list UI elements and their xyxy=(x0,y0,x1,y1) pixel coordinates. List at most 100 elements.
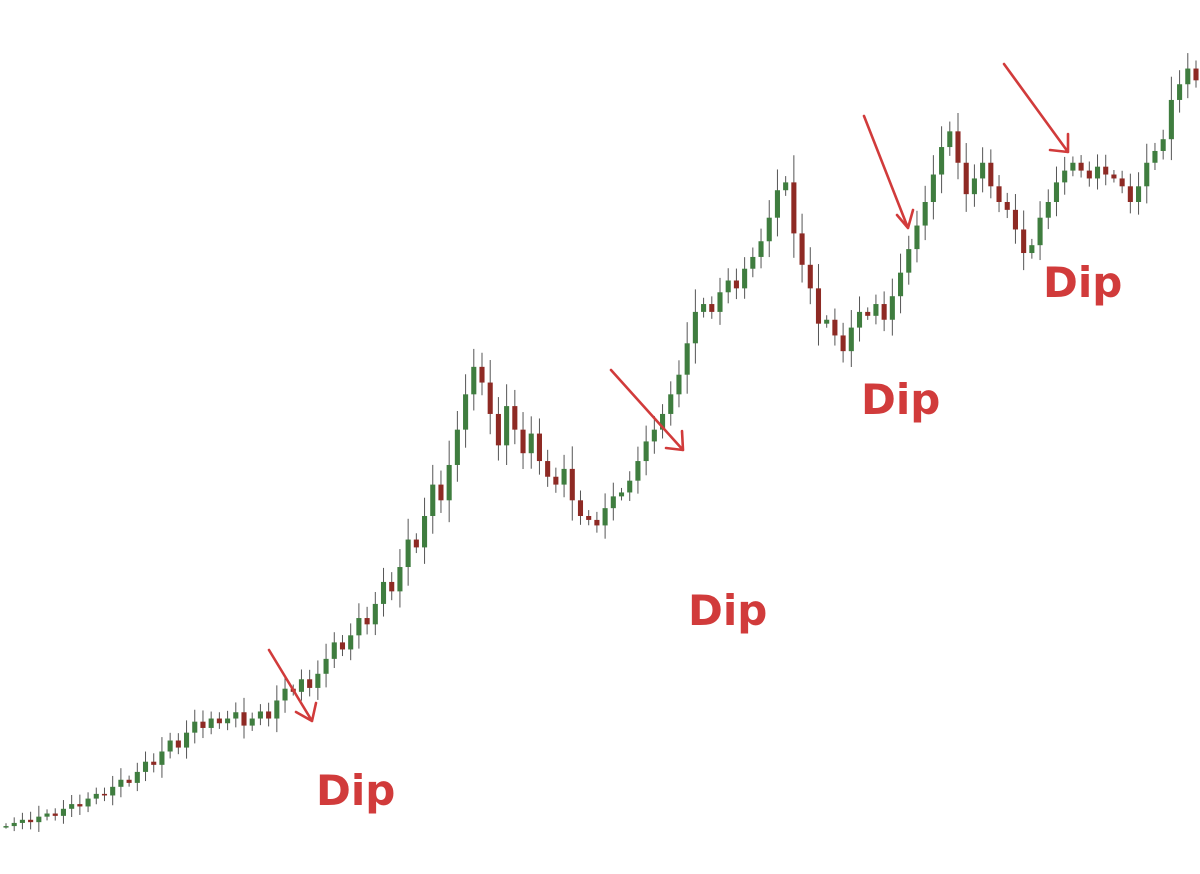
candle xyxy=(134,762,140,792)
candle-body-up xyxy=(44,813,50,817)
candle xyxy=(865,307,871,320)
candle-body-down xyxy=(479,366,485,383)
candle xyxy=(422,497,428,564)
candle-body-up xyxy=(561,468,567,485)
candle xyxy=(520,412,526,470)
candle xyxy=(577,490,584,525)
candle xyxy=(413,533,419,554)
candle-body-up xyxy=(939,147,945,175)
candle xyxy=(454,411,460,482)
candle-body-up xyxy=(914,225,920,250)
candle-body-down xyxy=(1012,209,1018,230)
dip-label-3: Dip xyxy=(861,375,940,424)
candle-body-down xyxy=(840,335,846,352)
candle xyxy=(85,792,91,813)
candle-body-down xyxy=(536,433,542,462)
candle xyxy=(799,213,805,283)
candle xyxy=(569,446,575,521)
candle-body-up xyxy=(610,496,616,509)
dip-arrow-1 xyxy=(267,648,318,723)
candle-body-up xyxy=(635,461,641,481)
candle-body-down xyxy=(807,264,813,289)
candle-body-down xyxy=(545,461,551,477)
candle xyxy=(101,787,108,802)
dip-arrow-2 xyxy=(609,368,685,452)
candle-body-up xyxy=(225,718,231,724)
candle xyxy=(651,415,657,454)
candle-body-down xyxy=(799,233,805,265)
candle xyxy=(824,315,830,328)
candle xyxy=(1004,192,1010,219)
candle-body-down xyxy=(988,162,994,187)
candle-body-up xyxy=(430,484,436,516)
candle xyxy=(44,809,50,821)
candle xyxy=(709,296,715,319)
candle-body-up xyxy=(692,311,698,344)
candle-body-up xyxy=(898,272,904,297)
candle xyxy=(610,482,616,521)
candle-body-up xyxy=(85,798,91,807)
candle-body-down xyxy=(709,304,715,312)
candle xyxy=(1136,172,1142,215)
candle-body-down xyxy=(1119,178,1125,187)
candle-body-up xyxy=(725,280,731,293)
candle-body-down xyxy=(1086,170,1092,179)
candle-body-down xyxy=(963,162,969,195)
candle xyxy=(1029,238,1035,259)
candle xyxy=(684,322,690,394)
candle xyxy=(512,389,518,445)
candle-body-up xyxy=(766,217,772,242)
candle-body-down xyxy=(339,642,346,650)
candle xyxy=(69,794,75,818)
candle-body-up xyxy=(1029,245,1035,254)
candle-body-up xyxy=(118,779,124,787)
candle xyxy=(594,511,600,533)
candle-body-up xyxy=(873,304,879,316)
candle-body-up xyxy=(380,581,387,604)
candle-body-down xyxy=(881,304,887,320)
candle xyxy=(93,787,99,805)
candle-body-up xyxy=(397,567,403,592)
candle-body-up xyxy=(848,327,854,352)
candle-body-up xyxy=(405,539,411,568)
candle-body-down xyxy=(151,761,157,765)
candle-body-up xyxy=(660,413,666,430)
candle xyxy=(832,308,838,346)
candle xyxy=(660,404,666,439)
candle-body-down xyxy=(77,804,83,807)
candle xyxy=(635,446,641,494)
candle-body-up xyxy=(742,268,748,289)
candle-body-up xyxy=(60,808,66,816)
candle-body-up xyxy=(856,311,863,328)
candle-body-down xyxy=(1193,68,1199,81)
candle xyxy=(1053,166,1060,217)
candle-body-up xyxy=(323,658,329,674)
candle-body-up xyxy=(668,394,674,414)
candle xyxy=(733,268,739,300)
candle xyxy=(545,449,551,487)
candle-body-up xyxy=(208,718,214,728)
candle xyxy=(815,264,822,346)
candle-body-up xyxy=(1136,186,1142,202)
candle-body-down xyxy=(594,519,600,526)
candle xyxy=(1086,161,1092,187)
candle xyxy=(257,704,263,726)
candle xyxy=(774,169,780,237)
candle xyxy=(356,603,362,649)
candle-body-down xyxy=(1021,229,1027,254)
candle xyxy=(266,702,272,727)
candle xyxy=(225,710,231,731)
candle-body-down xyxy=(553,476,559,485)
dip-label-1: Dip xyxy=(316,766,395,815)
candle xyxy=(282,675,288,713)
candle xyxy=(1012,194,1018,244)
candle-body-up xyxy=(348,635,354,650)
candle xyxy=(463,374,469,448)
candle xyxy=(1119,170,1125,194)
candle xyxy=(167,732,173,759)
candle xyxy=(717,277,723,325)
dip-arrow-4 xyxy=(1002,62,1070,154)
candle-body-up xyxy=(947,131,953,148)
candle xyxy=(52,808,58,821)
candle-body-up xyxy=(184,732,190,748)
